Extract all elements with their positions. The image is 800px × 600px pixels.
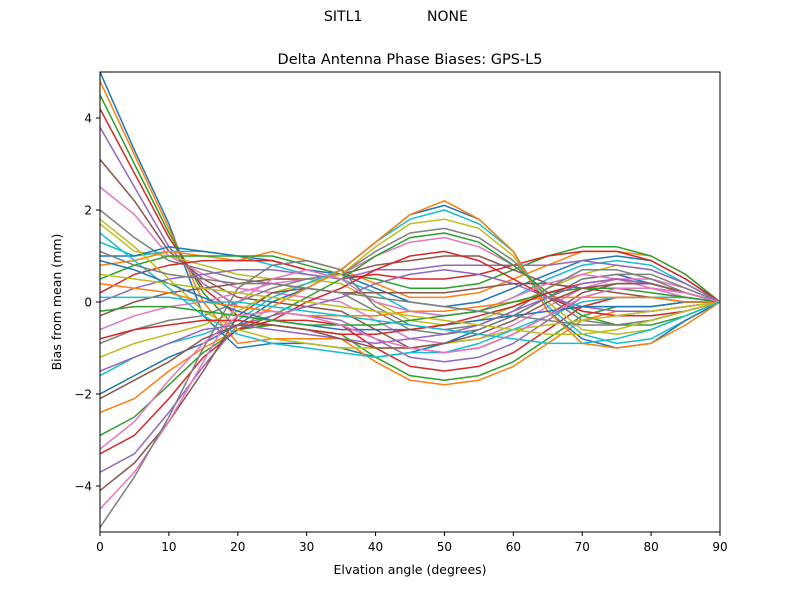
series-line — [100, 209, 720, 377]
y-tick-label: 0 — [84, 296, 92, 310]
x-tick-label: 80 — [643, 540, 658, 554]
figure-suptitle: SITL1 NONE — [0, 9, 800, 29]
antenna-radome: NONE — [427, 9, 468, 25]
x-axis: 0 10 20 30 40 50 60 70 80 90 — [96, 532, 728, 554]
series-layer — [100, 72, 720, 528]
y-tick-label: 4 — [84, 112, 92, 126]
series-line — [100, 250, 720, 303]
chart-title: Delta Antenna Phase Biases: GPS-L5 — [278, 52, 543, 68]
y-axis-label: Bias from mean (mm) — [49, 234, 64, 371]
y-axis: −4 −2 0 2 4 — [74, 112, 100, 494]
series-line — [100, 296, 720, 345]
series-line — [100, 278, 720, 372]
x-tick-label: 20 — [230, 540, 245, 554]
series-line — [100, 218, 720, 358]
series-line — [100, 250, 720, 326]
y-tick-label: −2 — [74, 388, 92, 402]
series-line — [100, 282, 720, 492]
x-tick-label: 10 — [161, 540, 176, 554]
series-line — [100, 108, 720, 372]
series-line — [100, 287, 720, 450]
y-tick-label: −4 — [74, 480, 92, 494]
x-tick-label: 40 — [368, 540, 383, 554]
x-tick-label: 50 — [437, 540, 452, 554]
series-line — [100, 269, 720, 510]
x-axis-label: Elvation angle (degrees) — [333, 562, 486, 577]
x-tick-label: 70 — [575, 540, 590, 554]
station-name: SITL1 — [324, 9, 363, 25]
series-line — [100, 246, 720, 303]
x-tick-label: 60 — [506, 540, 521, 554]
series-line — [100, 259, 720, 303]
x-tick-label: 30 — [299, 540, 314, 554]
x-tick-label: 0 — [96, 540, 104, 554]
y-tick-label: 2 — [84, 204, 92, 218]
x-tick-label: 90 — [712, 540, 727, 554]
series-line — [100, 269, 720, 473]
series-line — [100, 273, 720, 335]
